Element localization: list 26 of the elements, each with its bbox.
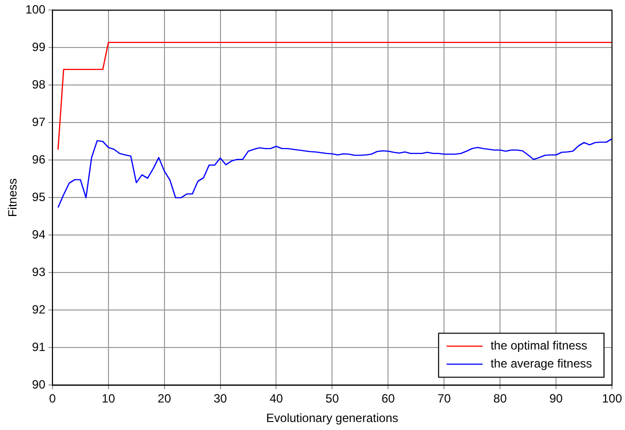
y-tick-label: 100 — [25, 2, 46, 17]
x-tick-label: 90 — [549, 392, 564, 406]
x-tick-label: 40 — [270, 392, 284, 406]
y-tick-label: 91 — [32, 340, 46, 354]
x-tick-label: 100 — [602, 392, 622, 406]
y-tick-label: 92 — [32, 302, 46, 317]
y-axis-title: Fitness — [6, 178, 20, 218]
y-tick-label: 95 — [32, 190, 46, 204]
x-tick-label: 80 — [493, 392, 508, 406]
x-tick-label: 10 — [102, 392, 116, 406]
legend-label: the optimal fitness — [490, 338, 588, 353]
y-tick-label: 99 — [32, 40, 46, 54]
y-tick-label: 93 — [32, 265, 46, 280]
x-tick-label: 20 — [158, 392, 172, 406]
x-axis-title: Evolutionary generations — [266, 411, 398, 426]
y-tick-label: 94 — [32, 228, 46, 242]
x-tick-label: 70 — [437, 392, 452, 406]
legend-label: the average fitness — [490, 356, 592, 371]
y-tick-label: 98 — [32, 78, 46, 92]
y-tick-label: 96 — [32, 152, 46, 167]
x-tick-label: 50 — [326, 392, 340, 406]
y-tick-label: 97 — [32, 115, 46, 130]
x-tick-label: 0 — [49, 392, 56, 406]
y-tick-label: 90 — [32, 378, 46, 392]
x-tick-label: 30 — [214, 392, 228, 406]
x-tick-label: 60 — [381, 392, 396, 406]
